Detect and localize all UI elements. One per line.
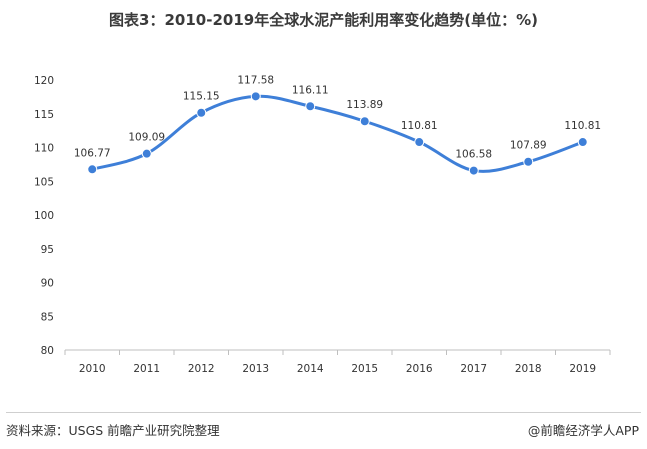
data-point: [359, 116, 370, 127]
data-label: 110.81: [564, 120, 601, 132]
data-label: 116.11: [292, 84, 329, 96]
source-note: 资料来源：USGS 前瞻产业研究院整理: [6, 423, 220, 438]
y-tick-label: 95: [41, 244, 54, 256]
x-tick-label: 2019: [569, 363, 596, 375]
y-tick-label: 105: [34, 176, 54, 188]
data-point: [577, 137, 588, 148]
data-label: 106.77: [74, 147, 111, 159]
y-tick-label: 100: [34, 210, 54, 222]
y-tick-label: 110: [34, 143, 54, 155]
x-tick-label: 2015: [351, 363, 378, 375]
y-tick-label: 80: [41, 345, 54, 357]
points-layer: [87, 91, 588, 176]
data-point: [196, 107, 207, 118]
data-point: [141, 148, 152, 159]
x-tick-label: 2012: [188, 363, 215, 375]
y-tick-label: 85: [41, 311, 54, 323]
data-label: 110.81: [401, 120, 438, 132]
x-tick-label: 2014: [297, 363, 324, 375]
data-point: [414, 137, 425, 148]
data-label: 117.58: [237, 74, 274, 86]
line-chart: 80 85 90 95 100 105 110 115 120 2010 2011 2012 2013 2…: [34, 74, 611, 375]
data-point: [523, 156, 534, 167]
data-label: 106.58: [455, 149, 492, 161]
series-line: [90, 94, 585, 173]
y-tick-label: 90: [41, 278, 54, 290]
x-tick-label: 2018: [515, 363, 542, 375]
y-tick-label: 120: [34, 75, 54, 87]
y-tick-label: 115: [34, 109, 54, 121]
data-label: 109.09: [128, 132, 165, 144]
brand-credit: @前瞻经济学人APP: [527, 423, 639, 438]
data-point: [87, 164, 98, 175]
x-tick-label: 2016: [406, 363, 433, 375]
x-tick-label: 2011: [133, 363, 160, 375]
x-tick-label: 2017: [460, 363, 487, 375]
data-labels-layer: 106.77 109.09 115.15 117.58 116.11 113.89 110.…: [74, 74, 601, 160]
x-tick-label: 2010: [79, 363, 106, 375]
x-tick-label: 2013: [242, 363, 269, 375]
data-point: [468, 165, 479, 176]
series-layer: [90, 94, 585, 173]
axis-layer: 80 85 90 95 100 105 110 115 120 2010 2011 2012 2013 2…: [34, 75, 611, 375]
chart-title: 图表3：2010-2019年全球水泥产能利用率变化趋势(单位：%): [109, 11, 538, 29]
data-point: [305, 101, 316, 112]
data-point: [250, 91, 261, 102]
data-label: 107.89: [510, 140, 547, 152]
data-label: 115.15: [183, 91, 220, 103]
data-label: 113.89: [346, 99, 383, 111]
footer-divider: [6, 412, 641, 413]
